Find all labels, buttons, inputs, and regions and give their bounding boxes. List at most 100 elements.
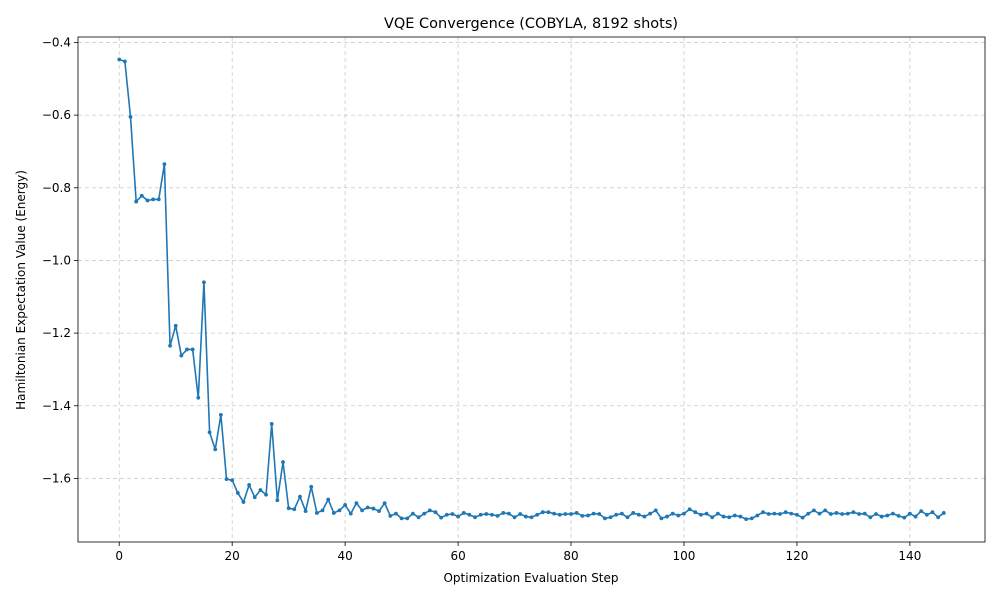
data-point bbox=[828, 512, 833, 516]
data-point bbox=[258, 488, 263, 492]
x-tick-label: 100 bbox=[673, 549, 696, 563]
data-point bbox=[823, 508, 828, 513]
data-point bbox=[721, 514, 726, 519]
data-point bbox=[766, 512, 771, 516]
data-point bbox=[202, 280, 206, 285]
data-point bbox=[772, 511, 777, 516]
data-point bbox=[732, 513, 737, 518]
data-point bbox=[874, 512, 878, 516]
data-point bbox=[653, 508, 658, 513]
data-point bbox=[699, 512, 703, 517]
data-point bbox=[687, 507, 692, 512]
y-tick-label: −0.4 bbox=[42, 35, 71, 49]
data-point bbox=[117, 57, 122, 62]
data-point bbox=[185, 347, 189, 352]
data-point bbox=[518, 512, 523, 516]
data-point bbox=[456, 514, 460, 519]
data-point bbox=[433, 510, 438, 515]
data-point bbox=[275, 498, 280, 503]
data-point bbox=[134, 199, 139, 204]
data-point bbox=[569, 512, 573, 516]
data-point bbox=[557, 512, 562, 517]
data-point bbox=[444, 512, 449, 517]
data-point bbox=[727, 515, 732, 520]
data-point bbox=[320, 508, 325, 513]
data-point bbox=[885, 513, 890, 518]
data-point bbox=[196, 395, 201, 400]
data-point bbox=[665, 514, 669, 519]
data-point bbox=[235, 491, 240, 495]
data-point bbox=[659, 516, 664, 521]
plot-frame bbox=[77, 36, 986, 543]
data-point bbox=[755, 513, 760, 518]
y-tick-label: −1.6 bbox=[42, 471, 71, 485]
data-point bbox=[789, 511, 794, 516]
data-point bbox=[563, 512, 568, 516]
data-point bbox=[597, 512, 602, 516]
data-point bbox=[625, 515, 630, 520]
data-point bbox=[546, 510, 551, 515]
data-point bbox=[936, 515, 941, 520]
x-tick-label: 20 bbox=[225, 549, 240, 563]
data-point bbox=[512, 515, 517, 520]
data-point bbox=[591, 511, 596, 516]
data-point bbox=[264, 492, 268, 497]
data-point bbox=[902, 515, 907, 520]
data-point bbox=[636, 512, 641, 517]
data-point bbox=[411, 511, 415, 516]
y-tick-label: −1.0 bbox=[42, 253, 71, 267]
data-point bbox=[151, 197, 156, 202]
y-tick-label: −1.4 bbox=[42, 399, 71, 413]
data-point bbox=[913, 514, 918, 519]
data-point bbox=[851, 510, 856, 515]
data-point bbox=[907, 511, 912, 516]
data-point bbox=[614, 512, 619, 517]
data-point bbox=[439, 515, 444, 520]
data-point bbox=[348, 511, 353, 516]
data-point bbox=[738, 514, 743, 519]
y-axis-title: Hamiltonian Expectation Value (Energy) bbox=[14, 170, 28, 410]
data-point bbox=[281, 460, 285, 464]
data-point bbox=[862, 511, 867, 516]
data-point bbox=[868, 515, 873, 520]
y-axis: −1.6 −1.4 −1.2 −1.0 −0.8 −0.6 −0.4 bbox=[42, 35, 78, 485]
data-point bbox=[783, 510, 788, 515]
x-tick-label: 80 bbox=[563, 549, 578, 563]
data-point bbox=[139, 193, 144, 198]
data-point bbox=[484, 512, 489, 516]
data-point bbox=[631, 511, 636, 515]
data-point bbox=[269, 422, 274, 426]
data-point bbox=[314, 511, 319, 515]
data-point bbox=[360, 508, 364, 513]
data-point bbox=[648, 511, 652, 516]
data-point bbox=[704, 511, 709, 516]
data-point bbox=[224, 477, 229, 482]
series-layer bbox=[117, 57, 946, 522]
chart-title: VQE Convergence (COBYLA, 8192 shots) bbox=[384, 16, 678, 32]
data-point bbox=[896, 513, 901, 518]
data-point bbox=[145, 198, 150, 203]
data-point bbox=[213, 447, 218, 452]
data-point bbox=[416, 515, 421, 520]
data-point bbox=[749, 516, 754, 521]
x-tick-label: 120 bbox=[785, 549, 808, 563]
data-point bbox=[292, 507, 297, 512]
data-point bbox=[371, 506, 376, 511]
data-point bbox=[478, 512, 483, 517]
data-point bbox=[919, 509, 924, 514]
data-point bbox=[179, 353, 184, 358]
data-point bbox=[382, 501, 387, 506]
data-point bbox=[924, 512, 929, 517]
x-axis: 0 20 40 60 80 100 120 140 bbox=[115, 542, 921, 563]
data-point bbox=[303, 509, 308, 514]
data-point bbox=[331, 511, 336, 515]
data-point bbox=[473, 515, 477, 520]
x-axis-title: Optimization Evaluation Step bbox=[443, 571, 618, 585]
data-point bbox=[574, 511, 579, 515]
data-point bbox=[326, 497, 331, 502]
data-point bbox=[693, 510, 698, 515]
data-point bbox=[552, 511, 556, 516]
data-point bbox=[399, 516, 404, 521]
data-point bbox=[218, 412, 223, 417]
data-point bbox=[450, 512, 455, 516]
